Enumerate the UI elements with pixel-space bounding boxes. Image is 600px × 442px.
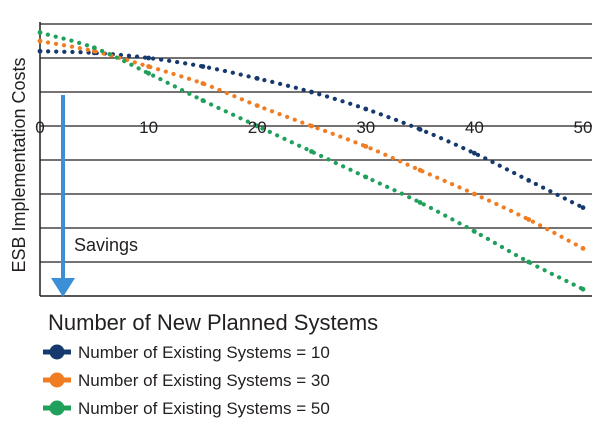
savings-label: Savings — [74, 235, 138, 255]
series-2-point — [309, 123, 314, 129]
series-layer — [37, 30, 586, 292]
series-line-2 — [37, 38, 586, 251]
x-axis-label: Number of New Planned Systems — [48, 310, 378, 335]
legend-label: Number of Existing Systems = 10 — [78, 343, 330, 362]
series-2-point — [254, 103, 260, 108]
series-1-point — [309, 89, 314, 95]
series-1-point — [363, 106, 369, 112]
series-3-point — [472, 229, 477, 234]
series-2-point — [91, 48, 97, 54]
x-tick-label: 10 — [139, 118, 158, 137]
series-1-point — [254, 76, 260, 81]
savings-annotation: Savings — [51, 95, 138, 297]
series-3-point — [91, 45, 97, 51]
series-1-point — [472, 150, 477, 156]
series-1-point — [37, 48, 43, 54]
legend-swatch-dot — [49, 372, 65, 388]
x-tick-label: 0 — [35, 118, 44, 137]
series-2-point — [146, 64, 152, 69]
series-2-point — [363, 144, 369, 149]
series-3-point — [200, 98, 206, 103]
series-1-point — [580, 205, 586, 211]
x-tick-label: 30 — [356, 118, 375, 137]
legend-item-1: Number of Existing Systems = 10 — [43, 343, 330, 362]
series-3-point — [146, 70, 152, 76]
x-tick-label: 50 — [574, 118, 593, 137]
series-3-point — [363, 174, 369, 180]
y-axis-label: ESB Implementation Costs — [9, 57, 29, 272]
legend: Number of Existing Systems = 10 Number of… — [43, 343, 330, 418]
series-2-point — [580, 246, 586, 251]
x-tick-label: 20 — [248, 118, 267, 137]
series-3-point — [254, 123, 260, 129]
legend-item-2: Number of Existing Systems = 30 — [43, 371, 330, 390]
series-line-3 — [37, 30, 586, 292]
grid-lines — [40, 23, 592, 263]
series-3-point — [309, 149, 314, 154]
series-3-point — [580, 286, 586, 292]
legend-swatch-dot — [49, 400, 65, 416]
legend-label: Number of Existing Systems = 50 — [78, 399, 330, 418]
legend-label: Number of Existing Systems = 30 — [78, 371, 330, 390]
x-tick-label: 40 — [465, 118, 484, 137]
series-1-point — [417, 126, 423, 132]
x-tick-labels: 0 10 20 30 40 50 — [35, 118, 592, 137]
series-1-point — [200, 64, 206, 69]
series-2-point — [37, 38, 43, 44]
series-2-point — [417, 167, 423, 173]
legend-swatch-dot — [49, 344, 65, 360]
axes — [39, 22, 592, 297]
series-2-point — [472, 191, 477, 197]
series-3-point — [417, 200, 423, 205]
series-1-point — [526, 178, 532, 183]
series-2-point — [526, 217, 532, 222]
legend-item-3: Number of Existing Systems = 50 — [43, 399, 330, 418]
savings-arrow-head — [51, 278, 75, 297]
series-2-point — [200, 81, 206, 86]
series-3-point — [526, 259, 532, 265]
series-3-point — [37, 30, 43, 35]
series-line-1 — [37, 49, 586, 210]
series-1-point — [146, 55, 152, 61]
